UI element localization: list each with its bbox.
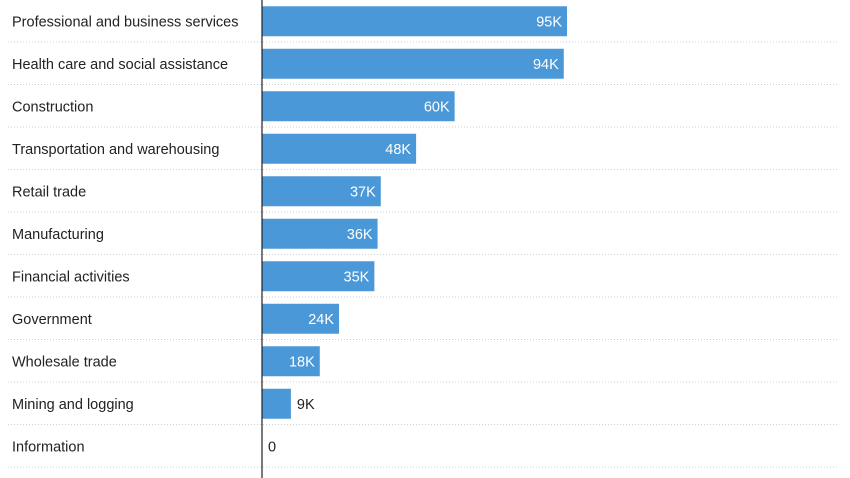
value-label: 95K — [536, 14, 562, 30]
bar — [262, 48, 564, 79]
category-label: Financial activities — [12, 269, 130, 285]
category-label: Professional and business services — [12, 14, 238, 30]
bar — [262, 346, 320, 377]
value-label: 35K — [344, 269, 370, 285]
category-label: Mining and logging — [12, 397, 134, 413]
value-label: 94K — [533, 57, 559, 73]
category-label: Construction — [12, 99, 93, 115]
category-label: Manufacturing — [12, 227, 104, 243]
bar — [262, 6, 567, 37]
category-label: Retail trade — [12, 184, 86, 200]
category-label: Transportation and warehousing — [12, 142, 219, 158]
category-label: Health care and social assistance — [12, 57, 228, 73]
gridlines — [8, 41, 838, 468]
bar — [262, 218, 378, 249]
bars — [262, 6, 567, 419]
category-label: Information — [12, 439, 85, 455]
category-label: Government — [12, 312, 92, 328]
category-label: Wholesale trade — [12, 354, 117, 370]
value-label: 0 — [268, 439, 276, 455]
value-label: 60K — [424, 99, 450, 115]
bar — [262, 133, 417, 164]
value-label: 36K — [347, 227, 373, 243]
value-label: 24K — [308, 312, 334, 328]
value-label: 37K — [350, 184, 376, 200]
category-labels: Professional and business services Health… — [12, 14, 238, 455]
bar — [262, 261, 375, 292]
value-labels: 95K 94K 60K 48K 37K 36K 35K 24K 18K 9K 0 — [268, 14, 562, 455]
value-label: 18K — [289, 354, 315, 370]
bar — [262, 176, 381, 207]
value-label: 9K — [297, 397, 315, 413]
bar — [262, 303, 340, 334]
bar — [262, 91, 455, 122]
value-label: 48K — [385, 142, 411, 158]
bar — [262, 388, 291, 419]
